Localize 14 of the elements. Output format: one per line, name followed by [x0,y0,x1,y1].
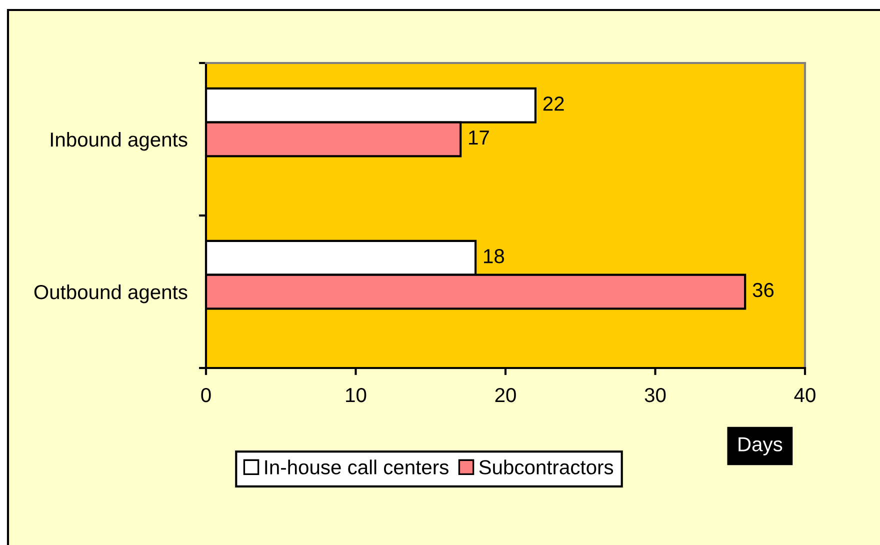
y-tick-label: Inbound agents [50,132,188,151]
data-label: 36 [752,282,774,298]
x-tick-label: 30 [644,388,666,402]
data-label: 17 [469,130,489,144]
legend-label: In-house call centers [265,460,448,474]
x-tick-label: 0 [201,388,211,402]
data-label: 22 [543,96,564,111]
x-tick-label: 20 [495,388,516,402]
x-tick-label: 10 [346,388,366,402]
x-axis-title: Days [738,437,782,456]
x-tick-label: 40 [794,388,816,402]
legend-label: Subcontractors [479,460,614,474]
data-label: 18 [484,249,504,264]
y-tick-label: Outbound agents [34,284,188,304]
